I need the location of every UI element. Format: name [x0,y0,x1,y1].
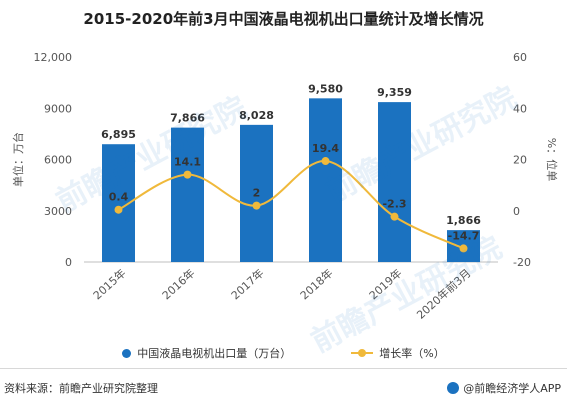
x-tick-label: 2018年 [297,266,335,303]
y2-tick-label: 60 [513,51,527,64]
bar-value-label: 6,895 [101,128,136,141]
x-tick-label: 2016年 [159,266,197,303]
growth-point [252,201,261,210]
credit: @前瞻经济学人APP [447,380,561,396]
growth-value-label: -14.7 [448,229,480,242]
bar-value-label: 7,866 [170,112,205,125]
growth-value-label: 2 [253,187,261,200]
growth-point [183,170,192,179]
y-tick-label: 9000 [44,102,72,115]
growth-point [321,157,330,166]
legend: 中国液晶电视机出口量（万台） 增长率（%） [0,345,567,361]
y-tick-label: 3000 [44,205,72,218]
legend-line-swatch [351,348,374,358]
y2-tick-label: 20 [513,154,527,167]
bar [240,124,273,262]
growth-point [459,244,468,253]
legend-item-bar: 中国液晶电视机出口量（万台） [122,345,291,361]
x-tick-label: 2019年 [366,266,404,303]
growth-line [118,160,464,250]
x-tick-label: 2015年 [90,266,128,303]
chart-title: 2015-2020年前3月中国液晶电视机出口量统计及增长情况 [83,10,484,28]
y2-axis-title: %：位单 [545,138,559,181]
legend-bar-swatch [122,348,132,358]
growth-point [114,205,123,214]
bar [378,102,411,262]
y2-tick-label: 0 [513,205,520,218]
footer-divider [0,368,567,369]
y-tick-label: 12,000 [34,51,73,64]
y-tick-label: 6000 [44,154,72,167]
legend-item-line: 增长率（%） [351,345,445,361]
brand-logo-icon [447,382,460,394]
y2-tick-label: -20 [513,256,531,269]
bar-value-label: 9,359 [377,86,412,99]
bar [309,98,342,262]
growth-value-label: 0.4 [109,191,129,204]
bar-value-label: 8,028 [239,109,274,122]
bar-value-label: 1,866 [446,214,481,227]
legend-line-label: 增长率（%） [379,347,445,360]
credit-text: @前瞻经济学人APP [463,382,561,395]
y-axis-title: 单位：万台 [11,132,25,187]
growth-point [390,212,399,221]
chart-area: 0 3000 6000 9000 12,000 -20 0 20 40 60 单位：万台 %：位单 6,… [11,51,559,322]
legend-bar-label: 中国液晶电视机出口量（万台） [137,347,292,360]
growth-value-label: 19.4 [312,142,339,155]
x-tick-label: 2017年 [228,266,266,303]
x-tick-label: 2020年前3月 [414,266,474,322]
y-tick-label: 0 [65,256,72,269]
bar [171,127,204,262]
growth-value-label: -2.3 [382,198,406,211]
y2-tick-label: 40 [513,102,527,115]
growth-value-label: 14.1 [174,156,201,169]
bar-value-label: 9,580 [308,82,343,95]
source-note: 资料来源：前瞻产业研究院整理 [4,382,158,395]
